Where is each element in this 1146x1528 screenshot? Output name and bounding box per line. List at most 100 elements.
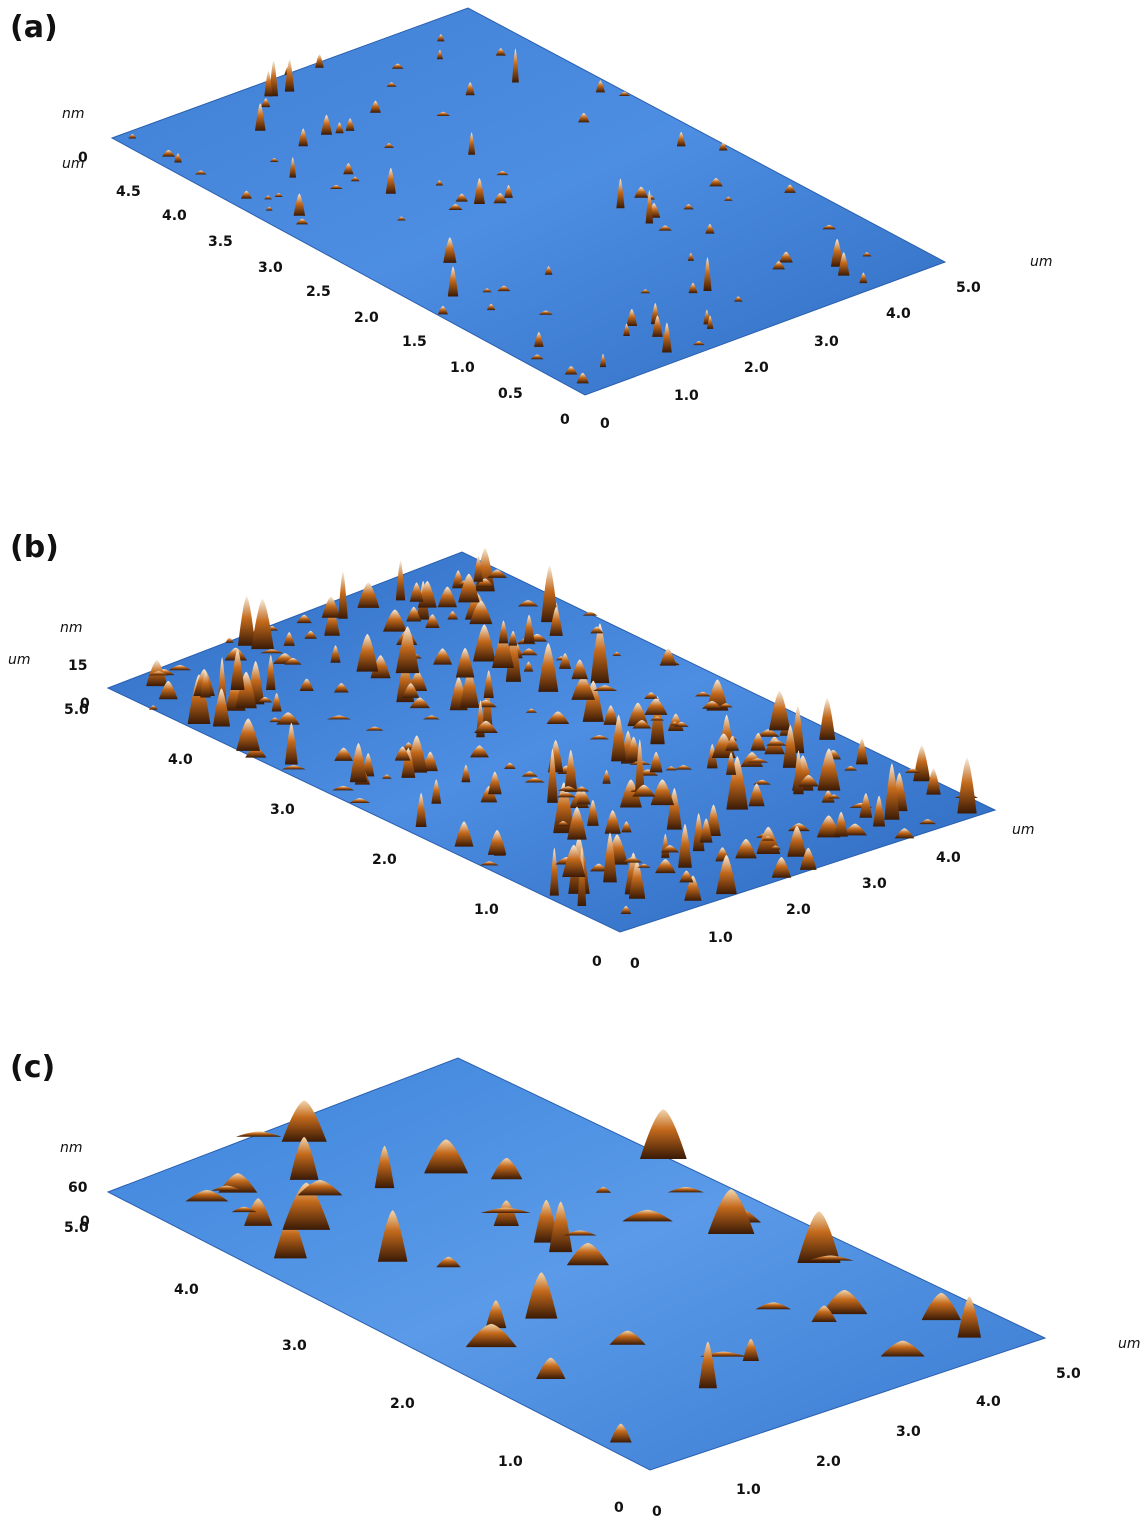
surface-peak [734,296,743,302]
surface-peak [650,716,665,721]
left-axis-unit: um [62,156,85,172]
surface-peak [224,647,247,661]
surface-peak [374,1145,395,1189]
surface-peak [706,744,718,769]
z-unit: nm [60,1140,83,1156]
surface-peak [329,184,343,189]
surface-peak [326,715,351,720]
surface-peak [742,1338,760,1362]
surface-peak [571,676,596,700]
surface-peak [474,720,498,734]
surface-peak [504,762,516,769]
surface-peak [448,204,463,210]
surface-peak [492,632,514,668]
z-tick: 0 [80,696,90,712]
surface-peak [495,48,506,56]
surface-peak [465,1323,517,1348]
left-tick: 0 [614,1500,624,1516]
surface-peak [158,680,178,700]
surface-peak [174,153,182,163]
surface-peak [266,654,276,690]
surface-peak [521,771,538,777]
surface-peak [402,683,420,698]
surface-peak [919,819,937,825]
afm-panel-a: (a) nm 0 um 4.5 4.0 3.5 3.0 2.5 2.0 1.5 … [0,0,1146,470]
surface-peak [553,782,575,834]
surface-plot-b: nm um 15 0 5.0 4.0 3.0 2.0 1.0 0 0 1.0 2… [8,547,1035,972]
surface-peak [470,745,489,758]
surface-peak [486,303,496,311]
surface-peak [200,671,211,698]
surface-peak [604,810,621,834]
surface-peak [740,752,764,767]
surface-peak [289,1136,319,1180]
surface-peak [779,251,793,263]
surface-peak [618,91,630,97]
left-tick: 4.0 [174,1282,199,1298]
surface-peak [148,671,169,676]
surface-peak [843,823,867,836]
surface-peak [284,657,302,665]
surface-peak [634,186,649,198]
z-tick: 0 [80,1214,90,1230]
peaks [146,547,979,915]
surface-peak [644,692,658,699]
right-tick: 0 [600,416,610,432]
surface-peak [261,98,271,108]
surface-peak [383,609,407,632]
left-tick: 4.5 [116,184,141,200]
panel-label: (b) [10,530,59,565]
surface-peak [626,736,641,762]
surface-peak [320,114,333,135]
surface-peak [187,674,211,725]
surface-peak [128,134,137,139]
surface-peak [716,854,737,895]
surface-peak [483,670,494,699]
surface-peak [332,785,355,791]
surface-peak [504,184,513,198]
surface-peak [611,714,627,762]
surface-peak [523,661,534,672]
right-tick: 1.0 [736,1482,761,1498]
surface-peak [330,645,341,663]
surface-peak [455,193,468,202]
surface-peak [254,103,266,131]
surface-peak [652,315,663,337]
surface-peak [436,111,450,117]
surface-peak [905,768,920,773]
surface-peak [265,206,273,211]
surface-peak [235,1131,282,1137]
surface-peak [230,649,245,690]
surface-peak [356,633,379,672]
surface-peak [559,653,572,669]
surface-peak [770,845,781,850]
surface-peak [546,711,570,725]
surface-peak [493,192,507,204]
surface-peak [711,733,736,758]
surface-peak [460,669,479,708]
surface-peak [549,847,559,896]
surface-peak [547,748,558,803]
surface-peak [349,798,371,804]
surface-peak [538,310,553,315]
surface-peak [662,322,672,353]
surface-peak [465,82,475,96]
surface-peak [437,305,448,315]
left-tick: 2.0 [372,852,397,868]
surface-peak [487,569,507,578]
surface-peak [334,682,349,693]
left-tick: 3.5 [208,234,233,250]
left-tick: 0 [592,954,602,970]
surface-peak [564,749,578,792]
surface-peak [237,595,256,646]
surface-peak [595,1186,612,1193]
right-tick: 3.0 [862,876,887,892]
surface-peak [688,282,698,294]
left-tick: 4.0 [168,752,193,768]
surface-peak [830,238,844,267]
right-tick: 2.0 [816,1454,841,1470]
surface-peak [718,142,728,151]
surface-peak [343,163,354,175]
surface-peak [634,739,645,797]
surface-peak [525,708,537,713]
